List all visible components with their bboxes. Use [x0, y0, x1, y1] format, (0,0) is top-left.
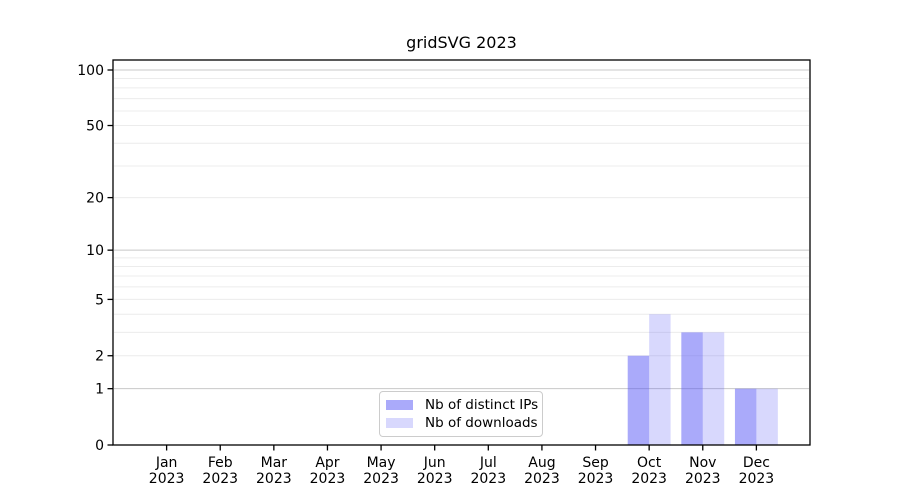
legend-label-downloads: Nb of downloads [425, 415, 538, 431]
legend-swatch-downloads-icon [386, 418, 413, 428]
x-tick-label-year: 2023 [149, 471, 185, 487]
legend-item-distinct-ips: Nb of distinct IPs [386, 396, 539, 414]
x-tick-label-year: 2023 [631, 471, 667, 487]
y-tick-label: 2 [95, 349, 104, 365]
x-tick-label-year: 2023 [524, 471, 560, 487]
x-tick-label-year: 2023 [256, 471, 292, 487]
x-tick-label-month: Sep [582, 455, 609, 471]
x-tick-label-month: Dec [743, 455, 770, 471]
bar-nov-series1 [702, 332, 725, 445]
x-tick-label-year: 2023 [363, 471, 399, 487]
bar-nov-series0 [681, 332, 703, 445]
x-tick-label-month: May [367, 455, 396, 471]
y-tick-label: 10 [86, 243, 104, 259]
bar-oct-series0 [627, 355, 650, 445]
y-tick-label: 5 [95, 292, 104, 308]
y-tick-label: 0 [95, 438, 104, 454]
y-tick-label: 50 [86, 119, 104, 135]
x-tick-label-year: 2023 [310, 471, 346, 487]
y-tick-label: 20 [86, 191, 104, 207]
x-tick-label-month: Jun [423, 455, 446, 471]
legend-label-distinct-ips: Nb of distinct IPs [425, 397, 539, 413]
legend-item-downloads: Nb of downloads [386, 414, 538, 432]
x-tick-label-month: Apr [315, 455, 339, 471]
x-tick-label-year: 2023 [470, 471, 506, 487]
x-tick-label-month: Jan [155, 455, 178, 471]
x-tick-label-month: Nov [689, 455, 716, 471]
x-tick-label-month: Mar [261, 455, 288, 471]
bar-oct-series1 [649, 314, 671, 445]
bar-dec-series1 [756, 388, 778, 445]
y-tick-label: 100 [77, 63, 104, 79]
x-tick-label-month: Aug [528, 455, 555, 471]
x-tick-label-year: 2023 [578, 471, 614, 487]
legend: Nb of distinct IPs Nb of downloads [379, 391, 543, 437]
bar-dec-series0 [734, 388, 757, 445]
plot-frame [112, 59, 811, 446]
x-tick-label-month: Feb [208, 455, 233, 471]
x-tick-label-year: 2023 [685, 471, 721, 487]
chart-title: gridSVG 2023 [406, 33, 517, 52]
x-tick-label-month: Oct [637, 455, 662, 471]
x-tick-label-year: 2023 [739, 471, 775, 487]
x-tick-label-year: 2023 [202, 471, 238, 487]
legend-swatch-distinct-ips-icon [386, 400, 413, 410]
x-tick-label-year: 2023 [417, 471, 453, 487]
x-tick-label-month: Jul [479, 455, 497, 471]
y-tick-label: 1 [95, 382, 104, 398]
